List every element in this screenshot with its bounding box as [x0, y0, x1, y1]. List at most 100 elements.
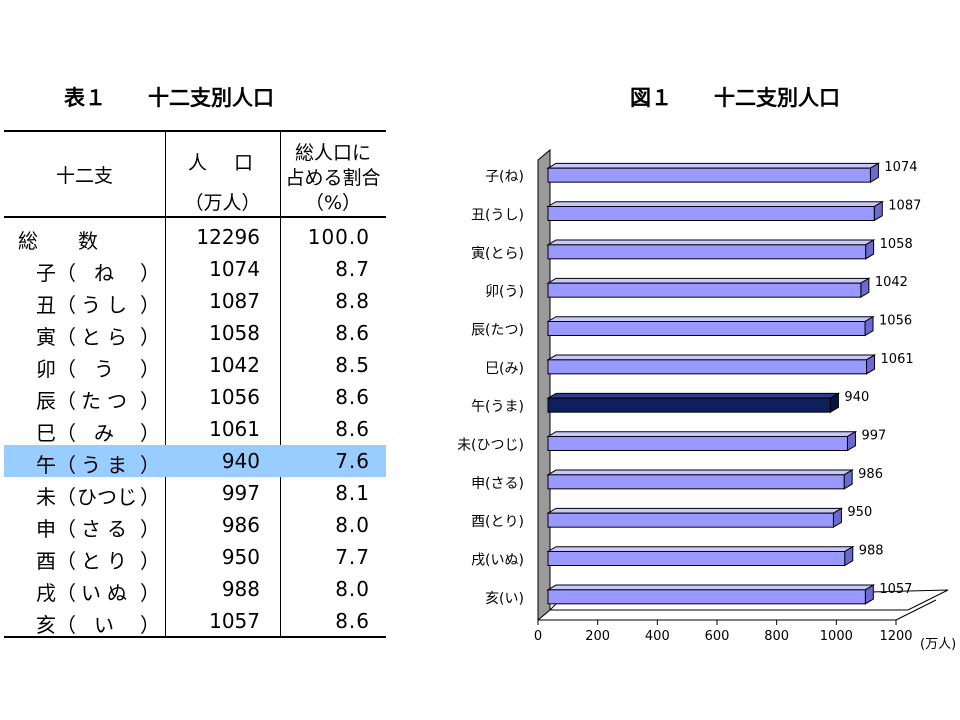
- y-category-label: 辰(たつ): [471, 323, 524, 339]
- x-tick-label: 200: [585, 629, 610, 644]
- percent-value: 8.7: [335, 257, 370, 281]
- open-paren: （: [56, 325, 76, 349]
- bar-top: [546, 507, 844, 514]
- header-population: 人 口: [187, 152, 257, 174]
- zodiac-kanji: 申: [36, 517, 56, 541]
- x-tick-label: 0: [534, 629, 542, 644]
- close-paren: ）: [140, 389, 160, 413]
- bar: [547, 436, 848, 451]
- zodiac-kanji: 寅: [36, 325, 56, 349]
- bar-top: [546, 354, 877, 361]
- open-paren: （: [56, 261, 76, 285]
- y-category-label: 丑(うし): [471, 208, 524, 224]
- open-paren: （: [56, 453, 76, 477]
- y-category-label: 戌(いぬ): [471, 553, 524, 569]
- open-paren: （: [56, 581, 76, 605]
- percent-value: 7.7: [335, 545, 370, 569]
- population-value: 997: [221, 481, 260, 505]
- table-title: 表１ 十二支別人口: [64, 86, 274, 110]
- zodiac-reading: いぬ: [81, 581, 133, 605]
- bar-top: [546, 584, 876, 591]
- table-row: 午（うま ） 940 7.6: [4, 445, 386, 477]
- x-tick-label: 400: [645, 629, 670, 644]
- bar-top: [546, 162, 881, 169]
- zodiac-population-bar-chart: 0 200 400 600 800 1000 1200 (万人) 1074 子(ね) 1087 丑(う…: [457, 148, 956, 652]
- close-paren: ）: [140, 453, 160, 477]
- close-paren: ）: [140, 357, 160, 381]
- y-category-label: 卯(う): [485, 284, 524, 300]
- zodiac-kanji: 亥: [36, 613, 56, 637]
- percent-value: 8.5: [335, 353, 370, 377]
- table-row: 辰（たつ ） 1056 8.6: [4, 381, 386, 413]
- population-value: 1056: [209, 385, 260, 409]
- close-paren: ）: [140, 261, 160, 285]
- open-paren: （: [56, 421, 76, 445]
- close-paren: ）: [140, 581, 160, 605]
- bar-top: [546, 469, 854, 476]
- y-category-label: 寅(とら): [471, 245, 524, 262]
- bar-value-label: 1087: [888, 199, 921, 214]
- bar-top: [546, 316, 875, 322]
- table-row: 丑（うし ） 1087 8.8: [4, 285, 386, 317]
- zodiac-reading: み: [94, 421, 120, 445]
- zodiac-kanji: 巳: [36, 421, 56, 445]
- open-paren: （: [56, 517, 76, 541]
- table-top-border: [4, 130, 386, 132]
- bar-top: [546, 546, 855, 552]
- table-col-divider: [165, 130, 166, 638]
- table-row: 未（ひつじ） 997 8.1: [4, 477, 386, 509]
- percent-value: 8.6: [335, 609, 370, 633]
- bar-value-label: 997: [861, 429, 886, 444]
- population-value: 1042: [209, 353, 260, 377]
- x-unit-label: (万人): [920, 637, 956, 652]
- zodiac-reading: とり: [81, 549, 133, 573]
- open-paren: （: [56, 389, 76, 413]
- table-row: 申（さる ） 986 8.0: [4, 509, 386, 541]
- bar-value-label: 1074: [884, 160, 917, 175]
- bar: [547, 474, 845, 490]
- chart-title: 図１ 十二支別人口: [630, 86, 840, 110]
- bar: [547, 512, 834, 528]
- bar-value-label: 950: [847, 505, 872, 520]
- y-category-label: 巳(み): [485, 361, 524, 377]
- x-tick-label: 800: [764, 629, 789, 644]
- table-header-border: [4, 216, 386, 218]
- x-axis-depth-line: [895, 599, 937, 621]
- population-value: 950: [221, 545, 260, 569]
- y-category-label: 酉(とり): [471, 514, 524, 530]
- percent-value: 8.8: [335, 289, 370, 313]
- table-row-total: 総 数 12296 100.0: [4, 221, 386, 253]
- table-bottom-border: [4, 636, 386, 638]
- percent-value: 8.0: [335, 513, 370, 537]
- open-paren: （: [56, 293, 76, 317]
- close-paren: ）: [140, 613, 160, 637]
- population-value: 1058: [209, 321, 260, 345]
- y-category-label: 子(ね): [485, 169, 524, 185]
- zodiac-reading: とら: [81, 325, 133, 349]
- y-category-label: 亥(い): [485, 591, 524, 607]
- y-category-label: 申(さる): [471, 476, 524, 492]
- table-row: 酉（とり ） 950 7.7: [4, 541, 386, 573]
- zodiac-reading: さる: [81, 517, 133, 541]
- x-tick-label: 1000: [820, 629, 853, 644]
- bar-value-label: 940: [844, 390, 869, 405]
- bar-top: [546, 201, 885, 207]
- y-category-label: 午(うま): [471, 399, 524, 415]
- bar: [547, 167, 871, 183]
- bar: [547, 359, 868, 375]
- bar-value-label: 1058: [880, 237, 913, 252]
- population-value: 988: [221, 577, 260, 601]
- bar-value-label: 1057: [879, 582, 912, 597]
- zodiac-kanji: 未: [36, 485, 56, 509]
- close-paren: ）: [140, 485, 160, 509]
- table-row: 寅（とら ） 1058 8.6: [4, 317, 386, 349]
- zodiac-reading: うま: [81, 453, 133, 477]
- zodiac-kanji: 戌: [36, 581, 56, 605]
- close-paren: ）: [140, 421, 160, 445]
- close-paren: ）: [140, 549, 160, 573]
- total-percent: 100.0: [307, 225, 370, 249]
- bar-value-label: 1061: [881, 352, 914, 367]
- table-row: 卯（ う ） 1042 8.5: [4, 349, 386, 381]
- population-value: 1057: [209, 609, 260, 633]
- table-row: 巳（ み ） 1061 8.6: [4, 413, 386, 445]
